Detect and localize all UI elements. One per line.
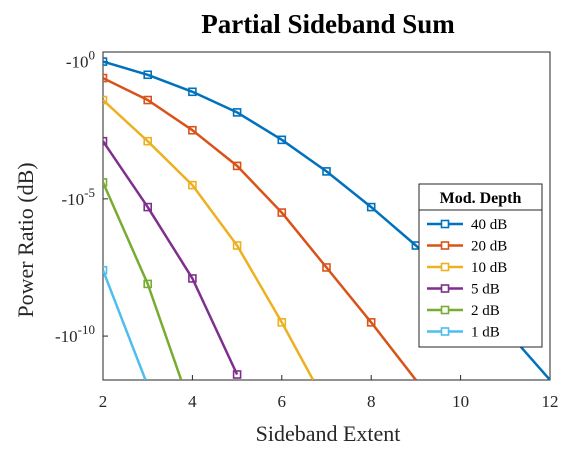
- series-marker-40-db: [143, 70, 152, 80]
- legend-marker-1-db: [440, 327, 450, 336]
- series-line-2-db: [103, 181, 183, 380]
- series-marker-20-db: [366, 318, 376, 327]
- series-marker-2-db: [143, 279, 152, 289]
- series-marker-10-db: [103, 95, 108, 105]
- legend-label-40-db: 40 dB: [471, 217, 507, 233]
- y-tick-label--10: -10-10: [55, 322, 95, 346]
- series-marker-5-db: [232, 370, 242, 379]
- series-marker-40-db: [366, 202, 376, 212]
- series-marker-1-db: [103, 265, 108, 275]
- series-marker-2-db: [103, 178, 108, 187]
- plot-area: 2 4 6 8 10 12 -10-10 -10-5 -100 Mod. Depth 40 dB 20…: [55, 48, 559, 411]
- series-marker-10-db: [188, 180, 197, 190]
- y-tick-label--5: -10-5: [61, 185, 95, 209]
- series-marker-40-db: [188, 87, 197, 97]
- series-marker-40-db: [277, 135, 287, 145]
- series-marker-5-db: [143, 202, 152, 212]
- legend-label-20-db: 20 dB: [471, 239, 507, 255]
- series-line-10-db: [103, 99, 315, 380]
- legend-label-2-db: 2 dB: [471, 303, 500, 319]
- series-marker-40-db: [232, 108, 242, 117]
- chart-title: Partial Sideband Sum: [201, 9, 455, 39]
- x-tick-label-8: 8: [367, 392, 376, 411]
- x-tick-label-12: 12: [542, 392, 559, 411]
- series-marker-40-db: [103, 57, 108, 66]
- legend-marker-5-db: [440, 284, 450, 293]
- series-marker-20-db: [277, 208, 287, 217]
- series-marker-5-db: [188, 274, 197, 283]
- legend-marker-10-db: [440, 262, 450, 272]
- series-marker-20-db: [232, 161, 242, 171]
- legend-label-1-db: 1 dB: [471, 325, 500, 341]
- legend-label-10-db: 10 dB: [471, 260, 507, 276]
- y-tick-label-0: -100: [66, 48, 95, 72]
- x-tick-label-6: 6: [278, 392, 287, 411]
- series-line-1-db: [103, 269, 147, 380]
- x-axis-label: Sideband Extent: [256, 421, 401, 446]
- series-marker-40-db: [322, 167, 331, 176]
- legend-marker-20-db: [440, 241, 450, 250]
- y-axis-label: Power Ratio (dB): [13, 162, 38, 317]
- series-marker-5-db: [103, 136, 108, 146]
- plot-frame: [102, 51, 551, 381]
- series-marker-20-db: [322, 263, 331, 272]
- legend-marker-40-db: [440, 219, 450, 229]
- series-marker-10-db: [143, 136, 152, 146]
- legend-title: Mod. Depth: [440, 190, 522, 207]
- x-tick-label-2: 2: [99, 392, 108, 411]
- series-marker-20-db: [103, 73, 108, 83]
- legend-marker-2-db: [440, 305, 450, 315]
- legend-box: [418, 183, 543, 348]
- x-tick-label-10: 10: [452, 392, 469, 411]
- series-marker-20-db: [188, 125, 197, 135]
- series-line-20-db: [103, 76, 417, 380]
- x-tick-label-4: 4: [188, 392, 197, 411]
- series-line-5-db: [103, 140, 239, 376]
- series-marker-20-db: [143, 95, 152, 105]
- series-marker-10-db: [277, 318, 287, 327]
- legend-label-5-db: 5 dB: [471, 282, 500, 298]
- legend: Mod. Depth 40 dB 20 dB 10 dB 5 dB 2 dB 1 dB: [418, 183, 543, 348]
- series-marker-10-db: [232, 241, 242, 250]
